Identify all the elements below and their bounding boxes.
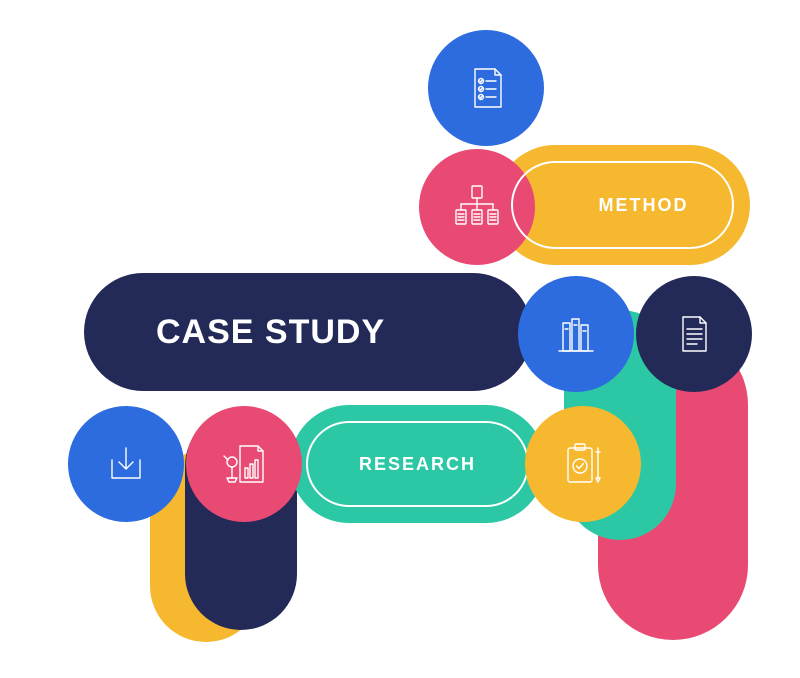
document-icon [670,310,718,358]
research-outline: RESEARCH [306,421,529,507]
clipboard-node [525,406,641,522]
infographic-stage: METHOD CASE STUDY RESEARCH [40,30,760,650]
download-node [68,406,184,522]
clipboard-icon [557,438,609,490]
books-icon [551,309,601,359]
method-outline: METHOD [511,161,734,249]
research-label: RESEARCH [359,454,476,475]
document-node [636,276,752,392]
checklist-node [428,30,544,146]
analysis-node [186,406,302,522]
main-pill: CASE STUDY [84,273,532,391]
analysis-icon [218,438,270,490]
download-icon [102,440,150,488]
books-node [518,276,634,392]
flowchart-icon [450,180,504,234]
checklist-icon [461,63,511,113]
method-label: METHOD [599,195,689,216]
main-title: CASE STUDY [156,313,385,352]
